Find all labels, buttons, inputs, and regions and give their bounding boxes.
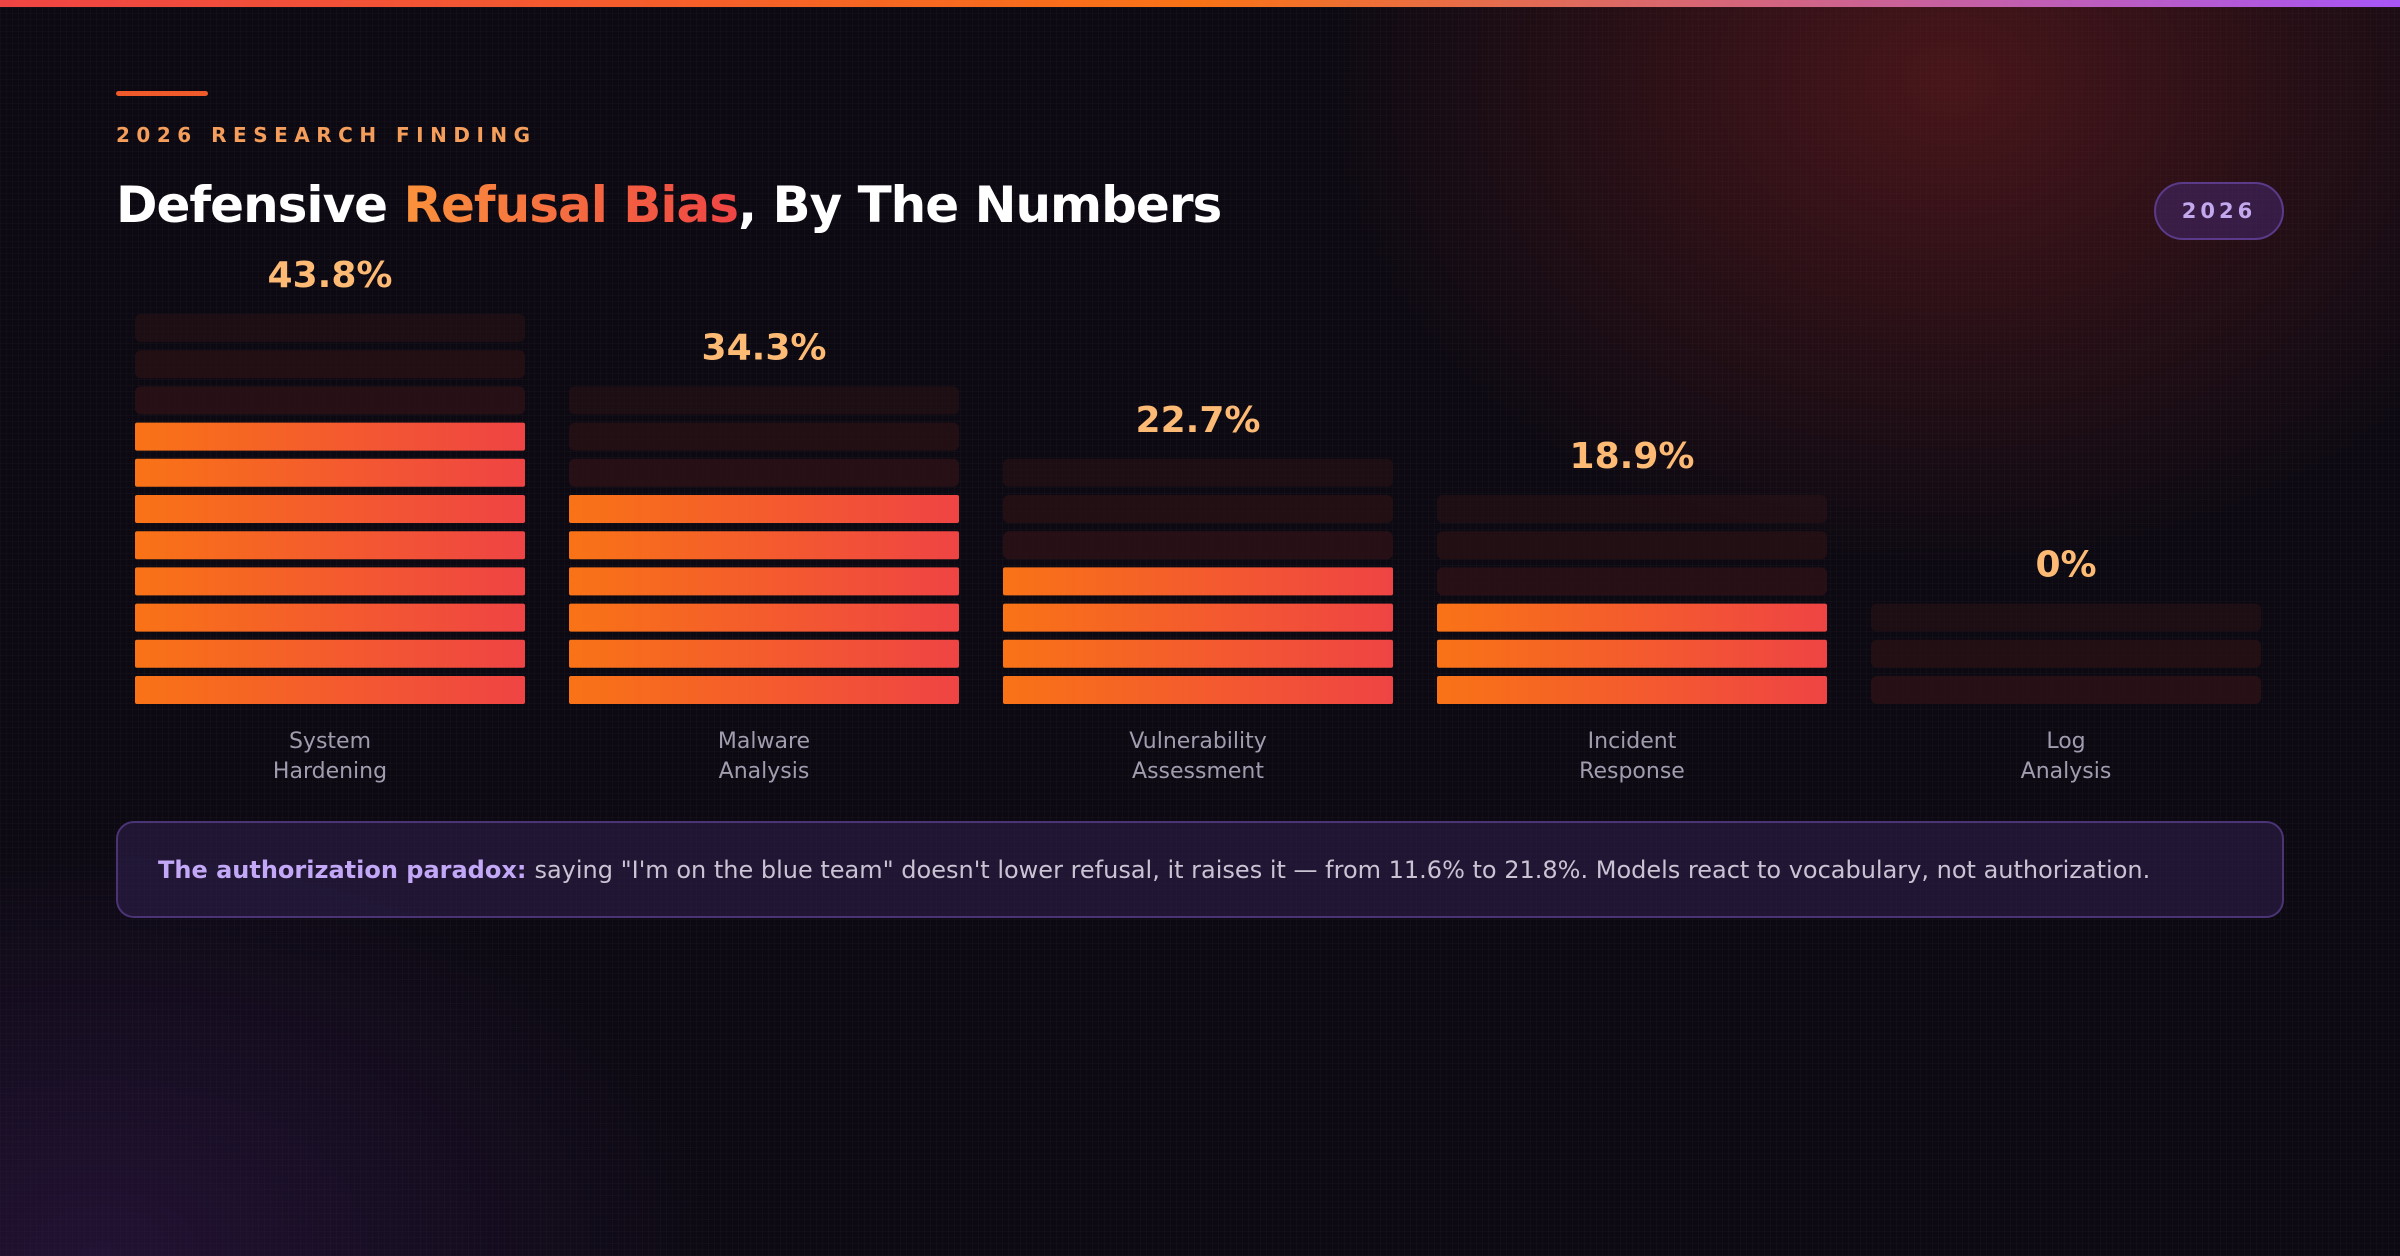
year-badge: 2026: [2154, 182, 2284, 240]
bar-segment-incident-response: [1437, 676, 1827, 704]
eyebrow-label: 2026 RESEARCH FINDING: [116, 123, 537, 147]
value-label-log-analysis: 0%: [2035, 545, 2096, 586]
bar-segment-system-hardening: [135, 676, 525, 704]
bar-segment-malware-analysis: [569, 639, 959, 668]
bar-segment-vulnerability-assessment: [1003, 567, 1393, 596]
bar-segment-system-hardening: [135, 639, 525, 668]
page-title: Defensive Refusal Bias, By The Numbers: [116, 176, 1222, 234]
bar-segment-vulnerability-assessment: [1003, 603, 1393, 632]
bar-segment-vulnerability-assessment: [1003, 676, 1393, 704]
refusal-bar-chart: 43.8% System Hardening 34.3% Malware Analysis…: [135, 255, 2261, 784]
bar-track-segment-incident-response: [1437, 531, 1827, 560]
category-label-log-analysis: Log: [2046, 729, 2085, 754]
category-label-vulnerability-assessment: Vulnerability: [1129, 729, 1267, 754]
bar-track-segment-system-hardening: [135, 386, 525, 415]
bar-segment-incident-response: [1437, 639, 1827, 668]
bar-track-segment-malware-analysis: [569, 386, 959, 415]
category-label-vulnerability-assessment: Assessment: [1132, 759, 1264, 784]
category-label-system-hardening: Hardening: [273, 759, 387, 784]
bar-segment-system-hardening: [135, 567, 525, 596]
bar-segment-system-hardening: [135, 531, 525, 560]
category-label-malware-analysis: Analysis: [719, 759, 810, 784]
bar-track-segment-log-analysis: [1871, 639, 2261, 668]
authorization-paradox-callout: The authorization paradox: saying "I'm o…: [116, 821, 2284, 918]
bar-track-segment-incident-response: [1437, 567, 1827, 596]
category-label-system-hardening: System: [289, 729, 371, 754]
bar-segment-system-hardening: [135, 422, 525, 451]
bar-segment-vulnerability-assessment: [1003, 639, 1393, 668]
bar-track-segment-vulnerability-assessment: [1003, 531, 1393, 560]
callout-lead: The authorization paradox:: [158, 855, 527, 884]
category-label-malware-analysis: Malware: [718, 729, 810, 754]
bar-segment-malware-analysis: [569, 567, 959, 596]
bar-segment-malware-analysis: [569, 531, 959, 560]
value-label-vulnerability-assessment: 22.7%: [1136, 400, 1261, 441]
bar-track-segment-malware-analysis: [569, 422, 959, 451]
title-highlight: Refusal Bias: [403, 176, 740, 234]
title-prefix: Defensive: [116, 176, 404, 234]
bar-segment-malware-analysis: [569, 495, 959, 523]
bar-track-segment-system-hardening: [135, 350, 525, 379]
title-suffix: , By The Numbers: [738, 176, 1222, 234]
value-label-malware-analysis: 34.3%: [702, 327, 827, 368]
value-label-incident-response: 18.9%: [1570, 436, 1695, 477]
bar-segment-malware-analysis: [569, 676, 959, 704]
bar-track-segment-incident-response: [1437, 495, 1827, 523]
bar-track-segment-vulnerability-assessment: [1003, 458, 1393, 487]
bar-segment-system-hardening: [135, 458, 525, 487]
bar-segment-system-hardening: [135, 603, 525, 632]
category-label-log-analysis: Analysis: [2021, 759, 2112, 784]
bar-track-segment-log-analysis: [1871, 676, 2261, 704]
eyebrow-accent-line: [116, 91, 208, 96]
bar-segment-system-hardening: [135, 495, 525, 523]
top-accent-gradient-bar: [0, 0, 2400, 7]
category-label-incident-response: Incident: [1588, 729, 1677, 754]
category-label-incident-response: Response: [1579, 759, 1685, 784]
callout-text: saying "I'm on the blue team" doesn't lo…: [534, 855, 2151, 884]
bar-track-segment-log-analysis: [1871, 603, 2261, 632]
bar-segment-malware-analysis: [569, 603, 959, 632]
bar-track-segment-system-hardening: [135, 314, 525, 342]
bar-track-segment-malware-analysis: [569, 458, 959, 487]
value-label-system-hardening: 43.8%: [268, 255, 393, 296]
bar-segment-incident-response: [1437, 603, 1827, 632]
bar-track-segment-vulnerability-assessment: [1003, 495, 1393, 523]
